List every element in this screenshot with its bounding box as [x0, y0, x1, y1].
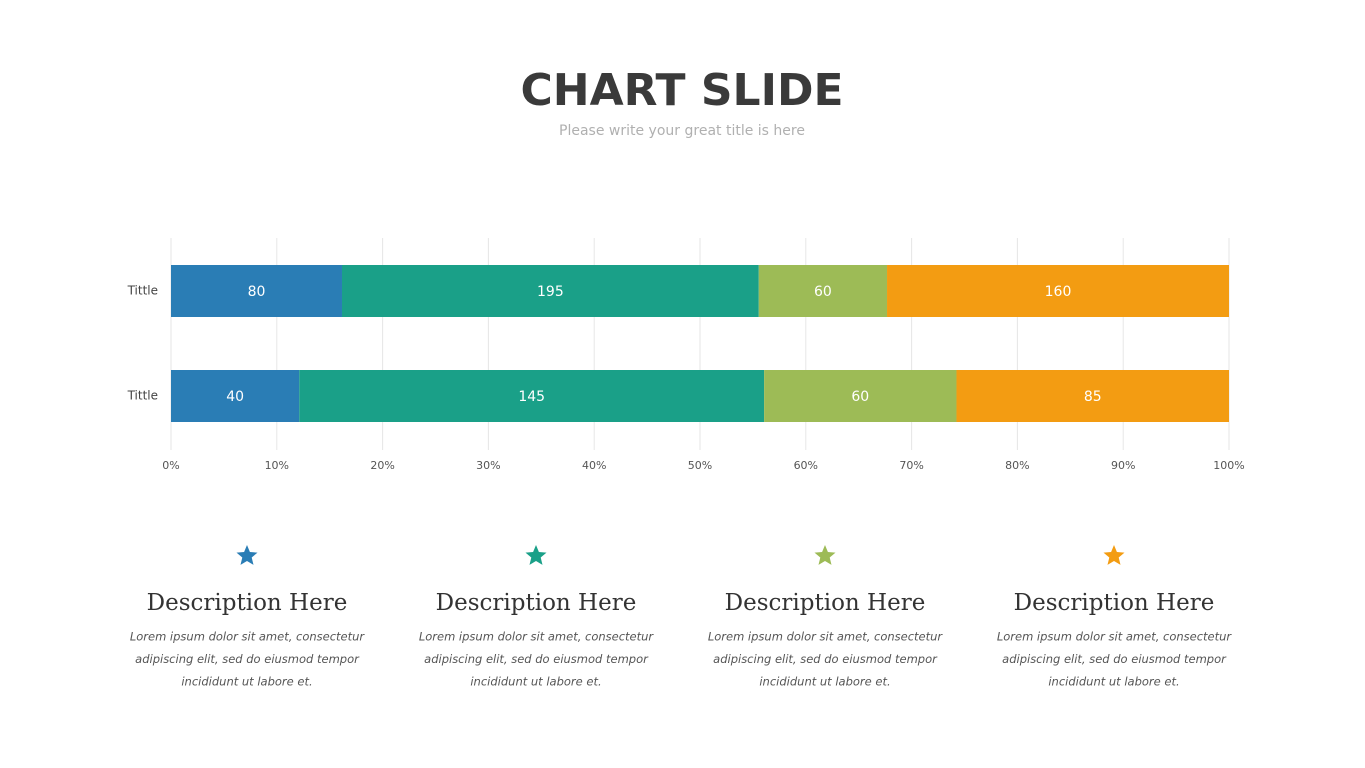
x-tick-label: 60% [794, 459, 818, 472]
data-label: 160 [1045, 284, 1072, 300]
subtitle: Please write your great title is here [559, 123, 805, 139]
card-text: incididunt ut labore et. [470, 675, 601, 689]
star-icon [814, 545, 836, 565]
data-label: 40 [226, 389, 244, 405]
card-text: Lorem ipsum dolor sit amet, consectetur [708, 630, 944, 644]
data-label: 85 [1084, 389, 1102, 405]
bar-segment [764, 370, 957, 422]
data-label: 195 [537, 284, 564, 300]
x-tick-label: 90% [1111, 459, 1135, 472]
x-tick-label: 0% [162, 459, 179, 472]
x-tick-label: 70% [899, 459, 923, 472]
x-tick-label: 30% [476, 459, 500, 472]
card-heading: Description Here [147, 590, 348, 616]
bar-segment [299, 370, 765, 422]
x-tick-label: 80% [1005, 459, 1029, 472]
data-label: 60 [851, 389, 869, 405]
bar-segment [171, 265, 342, 317]
bar-segment [171, 370, 300, 422]
y-tick-label: Tittle [127, 284, 158, 298]
card-text: Lorem ipsum dolor sit amet, consectetur [130, 630, 366, 644]
x-tick-label: 50% [688, 459, 712, 472]
card-heading: Description Here [725, 590, 926, 616]
card-text: Lorem ipsum dolor sit amet, consectetur [997, 630, 1233, 644]
title: CHART SLIDE [520, 65, 843, 116]
data-label: 60 [814, 284, 832, 300]
y-tick-label: Tittle [127, 389, 158, 403]
star-icon [525, 545, 547, 565]
x-tick-label: 40% [582, 459, 606, 472]
card-text: adipiscing elit, sed do eiusmod tempor [713, 652, 938, 666]
star-icon [1103, 545, 1125, 565]
card-text: incididunt ut labore et. [759, 675, 890, 689]
bar-segment [956, 370, 1229, 422]
x-tick-label: 100% [1213, 459, 1244, 472]
card-text: adipiscing elit, sed do eiusmod tempor [135, 652, 360, 666]
x-tick-label: 10% [265, 459, 289, 472]
card-text: adipiscing elit, sed do eiusmod tempor [424, 652, 649, 666]
bar-segment [758, 265, 888, 317]
data-label: 80 [248, 284, 266, 300]
card-text: incididunt ut labore et. [181, 675, 312, 689]
card-text: incididunt ut labore et. [1048, 675, 1179, 689]
star-icon [236, 545, 258, 565]
bar-segment [341, 265, 759, 317]
x-tick-label: 20% [370, 459, 394, 472]
card-text: adipiscing elit, sed do eiusmod tempor [1002, 652, 1227, 666]
card-heading: Description Here [1014, 590, 1215, 616]
data-label: 145 [518, 389, 545, 405]
card-text: Lorem ipsum dolor sit amet, consectetur [419, 630, 655, 644]
bar-segment [887, 265, 1229, 317]
card-heading: Description Here [436, 590, 637, 616]
